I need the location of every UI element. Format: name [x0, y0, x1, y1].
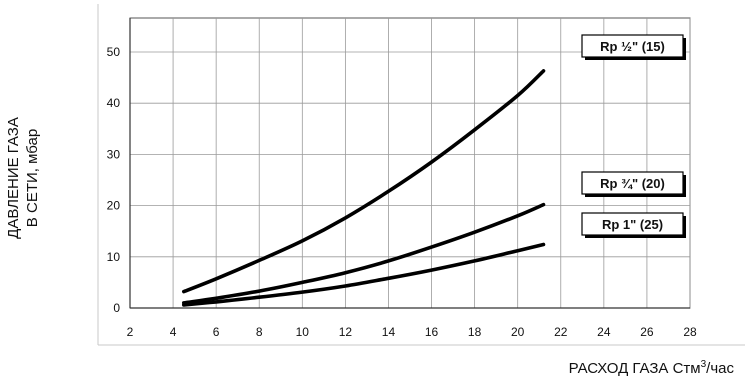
- x-axis-title: РАСХОД ГАЗА Стм3/час: [569, 359, 735, 377]
- x-tick-label: 26: [640, 325, 654, 339]
- y-tick-label: 10: [107, 250, 121, 264]
- x-tick-label: 24: [597, 325, 611, 339]
- x-tick-label: 28: [683, 325, 697, 339]
- y-tick-label: 0: [113, 301, 120, 315]
- x-tick-label: 10: [296, 325, 310, 339]
- series-line: [182, 242, 546, 307]
- legend-label: Rp ¾" (20): [600, 176, 665, 191]
- plot-area-border: [129, 17, 691, 309]
- x-axis-title-suffix: /час: [706, 360, 734, 377]
- series-lines: [182, 69, 546, 307]
- y-axis-title-line1: ДАВЛЕНИЕ ГАЗА: [5, 117, 22, 239]
- x-tick-label: 2: [127, 325, 134, 339]
- x-tick-label: 18: [468, 325, 482, 339]
- y-tick-label: 40: [107, 96, 121, 110]
- x-tick-label: 4: [170, 325, 177, 339]
- x-tick-label: 6: [213, 325, 220, 339]
- x-tick-label: 14: [382, 325, 396, 339]
- x-tick-label: 22: [554, 325, 568, 339]
- x-axis-title-main: РАСХОД ГАЗА Стм: [569, 360, 701, 377]
- x-axis-title-sup: 3: [701, 359, 707, 370]
- y-tick-label: 50: [107, 45, 121, 59]
- x-tick-label: 20: [511, 325, 525, 339]
- legend-box: [581, 34, 684, 58]
- y-tick-label: 30: [107, 147, 121, 161]
- legend-label: Rp ½" (15): [600, 39, 665, 54]
- series-line: [182, 69, 546, 294]
- legend: Rp ½" (15) Rp ¾" (20) Rp 1" (25): [581, 34, 686, 238]
- series-line: [182, 202, 546, 305]
- y-axis-title-line2: В СЕТИ, мбар: [24, 129, 41, 227]
- grid: [129, 18, 691, 309]
- legend-box: [581, 212, 684, 236]
- legend-label: Rp 1" (25): [602, 217, 663, 232]
- x-tick-label: 16: [425, 325, 439, 339]
- x-tick-label: 8: [256, 325, 263, 339]
- x-tick-label: 12: [339, 325, 353, 339]
- legend-box: [581, 171, 684, 195]
- y-tick-label: 20: [107, 199, 121, 213]
